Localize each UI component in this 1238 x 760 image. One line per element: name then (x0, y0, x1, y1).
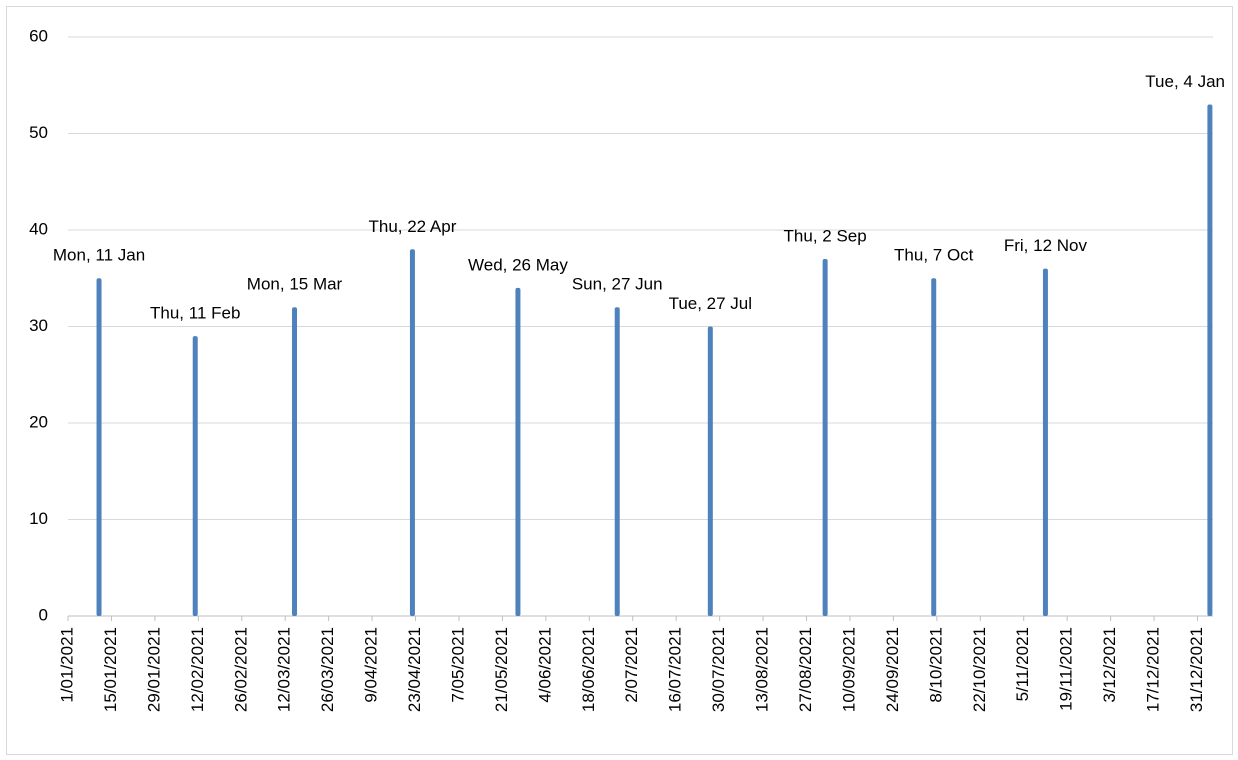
x-tick-label: 24/09/2021 (883, 627, 902, 712)
point-label: Thu, 22 Apr (368, 217, 456, 236)
point-label: Wed, 26 May (468, 255, 568, 274)
x-tick-label: 23/04/2021 (405, 627, 424, 712)
x-tick-label: 29/01/2021 (144, 627, 163, 712)
x-tick-label: 26/03/2021 (318, 627, 337, 712)
x-tick-label: 22/10/2021 (970, 627, 989, 712)
point-label: Mon, 11 Jan (53, 246, 145, 265)
x-tick-label: 7/05/2021 (448, 627, 467, 703)
x-tick-label: 9/04/2021 (362, 627, 381, 703)
point-label: Fri, 12 Nov (1004, 236, 1088, 255)
y-tick-label: 50 (29, 123, 48, 142)
x-tick-label: 2/07/2021 (622, 627, 641, 703)
point-label: Tue, 4 Jan (1145, 72, 1225, 91)
x-tick-label: 21/05/2021 (492, 627, 511, 712)
bar (1207, 104, 1213, 617)
x-tick-label: 12/03/2021 (275, 627, 294, 712)
y-tick-label: 40 (29, 219, 48, 238)
bar (409, 249, 415, 617)
x-tick-label: 1/01/2021 (57, 627, 76, 703)
y-tick-label: 30 (29, 316, 48, 335)
bar (931, 278, 937, 616)
point-label: Thu, 7 Oct (894, 246, 974, 265)
x-tick-label: 30/07/2021 (709, 627, 728, 712)
x-tick-label: 18/06/2021 (579, 627, 598, 712)
x-tick-label: 13/08/2021 (753, 627, 772, 712)
x-tick-label: 31/12/2021 (1187, 627, 1206, 712)
x-tick-label: 3/12/2021 (1100, 627, 1119, 703)
x-tick-label: 19/11/2021 (1057, 627, 1076, 711)
y-tick-label: 20 (29, 412, 48, 431)
point-label: Mon, 15 Mar (247, 275, 343, 294)
y-tick-label: 60 (29, 26, 48, 45)
bar (707, 326, 713, 616)
x-tick-label: 15/01/2021 (101, 627, 120, 712)
x-tick-label: 12/02/2021 (188, 627, 207, 712)
y-tick-label: 10 (29, 509, 48, 528)
bar (96, 278, 102, 616)
x-tick-label: 16/07/2021 (666, 627, 685, 712)
point-label: Tue, 27 Jul (669, 294, 752, 313)
point-label: Sun, 27 Jun (572, 275, 663, 294)
x-tick-label: 8/10/2021 (926, 627, 945, 703)
bar (1042, 268, 1048, 616)
x-tick-label: 27/08/2021 (796, 627, 815, 712)
x-tick-label: 10/09/2021 (839, 627, 858, 712)
x-tick-label: 26/02/2021 (231, 627, 250, 712)
bar (292, 307, 298, 616)
x-tick-label: 4/06/2021 (535, 627, 554, 703)
point-label: Thu, 2 Sep (784, 226, 867, 245)
bar (614, 307, 620, 616)
bar (515, 287, 521, 616)
x-tick-label: 17/12/2021 (1144, 627, 1163, 712)
y-tick-label: 0 (39, 605, 48, 624)
bar (192, 336, 198, 616)
x-tick-label: 5/11/2021 (1013, 627, 1032, 701)
point-label: Thu, 11 Feb (150, 304, 240, 323)
bar (822, 258, 828, 616)
